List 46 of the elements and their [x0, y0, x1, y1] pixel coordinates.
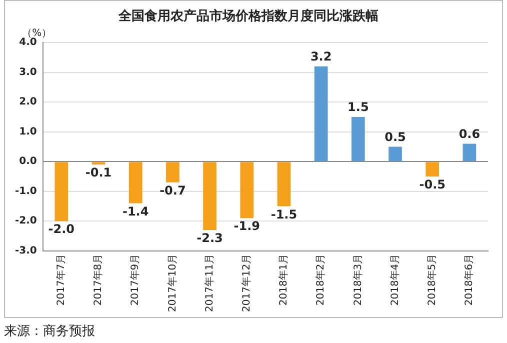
y-tick-label: 2.0 — [19, 96, 37, 108]
y-tick-label: -1.0 — [14, 186, 37, 197]
x-tick-label: 2018年4月 — [388, 254, 401, 306]
bar — [351, 116, 365, 162]
y-tick-label: -2.0 — [14, 216, 37, 227]
data-label: -1.4 — [122, 204, 149, 218]
bar — [277, 162, 291, 206]
data-label: -2.3 — [196, 231, 223, 246]
x-tick-label: 2017年8月 — [92, 254, 104, 306]
x-tick-label: 2017年12月 — [240, 254, 252, 312]
x-tick-label: 2018年1月 — [278, 254, 290, 306]
data-label: -2.0 — [48, 222, 75, 236]
y-tick-label: 1.0 — [19, 126, 37, 138]
bar — [128, 162, 142, 204]
x-tick-label: 2017年10月 — [166, 254, 178, 312]
data-label: -1.9 — [234, 219, 260, 234]
x-tick-label: 2018年5月 — [426, 254, 438, 306]
y-tick-label: 0.0 — [19, 156, 37, 168]
bar — [388, 146, 402, 162]
x-tick-label: 2018年2月 — [314, 254, 327, 306]
y-tick-label: 3.0 — [19, 66, 37, 78]
data-label: -0.1 — [85, 166, 112, 180]
data-label: 3.2 — [310, 50, 332, 64]
data-label: -0.5 — [419, 178, 446, 192]
source-note: 来源：商务预报 — [4, 323, 95, 340]
data-label: 0.5 — [384, 130, 406, 144]
y-tick-label: 4.0 — [19, 37, 37, 48]
chart-title: 全国食用农产品市场价格指数月度同比涨跌幅 — [118, 8, 378, 24]
x-tick-label: 2017年9月 — [129, 254, 142, 306]
bar — [462, 144, 476, 162]
bar — [426, 162, 440, 176]
bar — [54, 162, 68, 222]
x-tick-label: 2017年7月 — [55, 254, 68, 306]
bar — [92, 162, 106, 165]
bar — [314, 66, 328, 162]
x-tick-label: 2018年3月 — [352, 254, 364, 306]
y-tick-label: -3.0 — [14, 245, 37, 256]
data-label: 1.5 — [348, 100, 369, 114]
data-label: 0.6 — [458, 126, 480, 141]
bar — [166, 162, 180, 182]
x-tick-label: 2017年11月 — [203, 254, 216, 312]
bar — [203, 162, 216, 230]
bar — [240, 162, 254, 218]
data-label: -0.7 — [160, 184, 186, 198]
x-tick-label: 2018年6月 — [463, 254, 476, 306]
data-label: -1.5 — [270, 207, 298, 222]
